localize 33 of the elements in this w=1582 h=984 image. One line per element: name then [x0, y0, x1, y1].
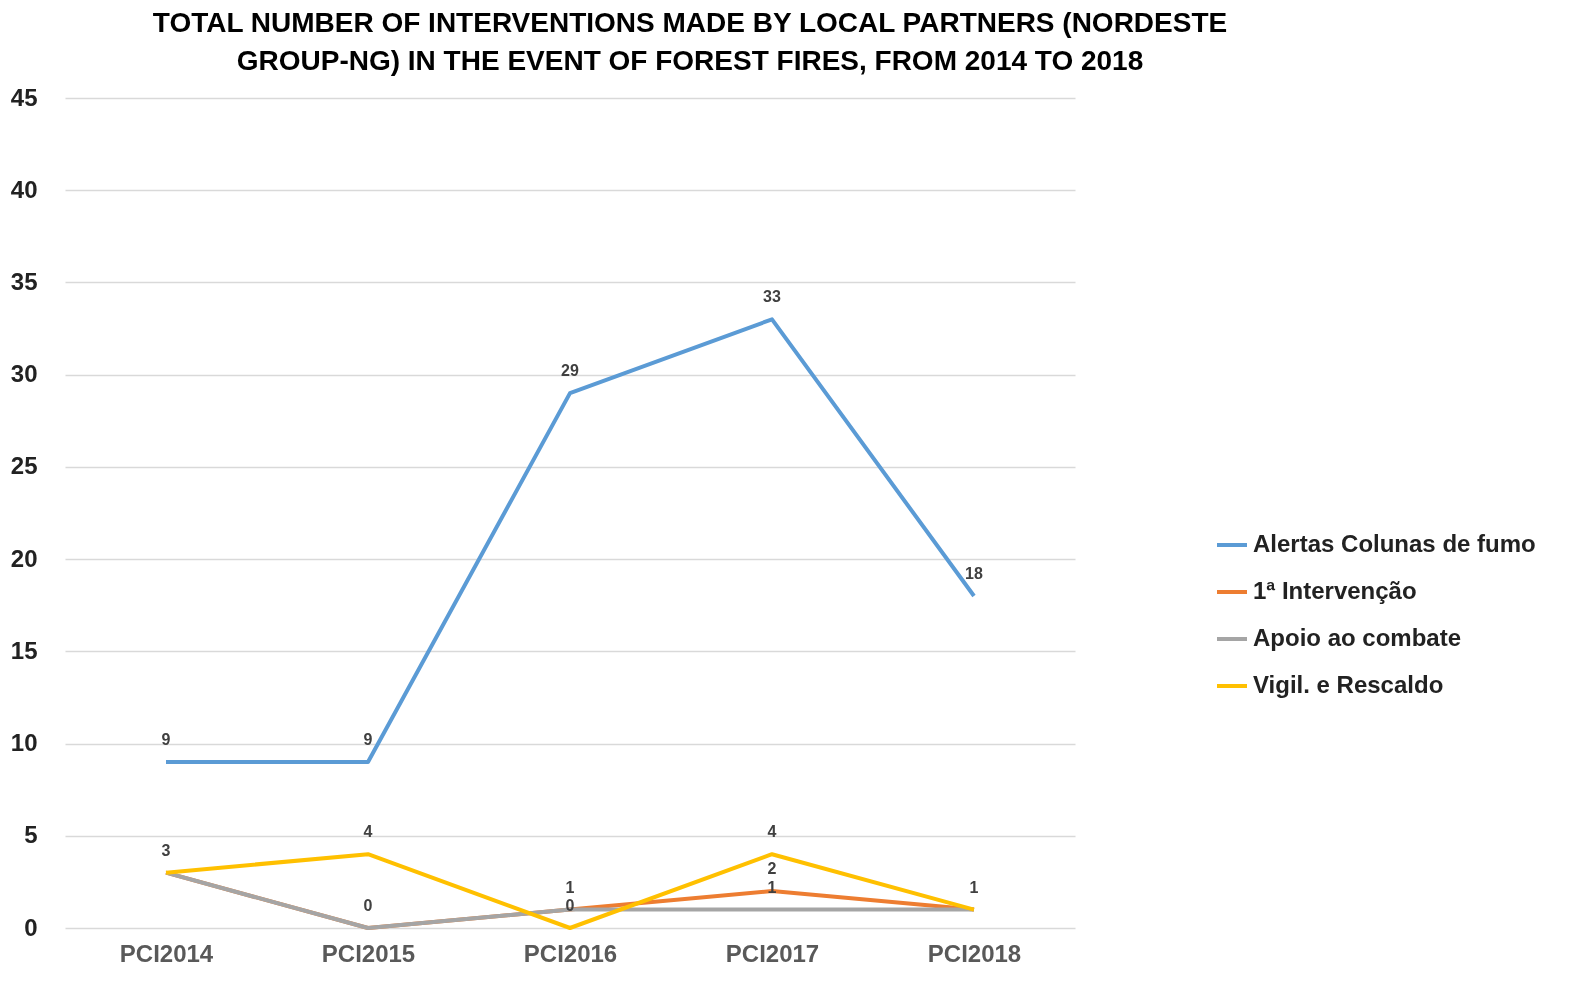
data-label: 9 — [363, 731, 373, 748]
data-label: 2 — [767, 860, 777, 878]
y-tick-label: 10 — [10, 729, 38, 757]
y-tick-label: 15 — [10, 636, 38, 664]
legend-label: Apoio ao combate — [1253, 624, 1462, 651]
y-tick-label: 35 — [10, 267, 38, 295]
chart-title: TOTAL NUMBER OF INTERVENTIONS MADE BY LOCAL PARTNERS (NORDESTE GROUP-NG) IN THE EVENT OF FOREST FIRES, FROM 2014 TO 2018 — [152, 7, 1228, 76]
y-tick-label: 20 — [10, 544, 38, 572]
data-label: 9 — [161, 731, 171, 748]
y-tick-label: 25 — [10, 452, 38, 480]
data-label: 4 — [767, 823, 777, 841]
data-label: 1 — [565, 878, 575, 896]
y-tick-label: 45 — [10, 83, 38, 111]
data-label: 18 — [965, 565, 983, 582]
legend-label: Alertas Colunas de fumo — [1253, 530, 1536, 557]
data-label: 0 — [363, 897, 373, 914]
x-tick-label: PCI2017 — [725, 939, 820, 967]
y-tick-label: 5 — [24, 821, 38, 849]
data-label: 4 — [363, 823, 373, 841]
legend-label: 1ª Intervenção — [1253, 577, 1417, 604]
data-label: 0 — [565, 897, 575, 914]
x-tick-label: PCI2018 — [927, 939, 1022, 967]
legend-label: Vigil. e Rescaldo — [1253, 671, 1444, 698]
data-label: 29 — [561, 362, 579, 380]
data-label: 33 — [763, 288, 781, 306]
y-tick-label: 30 — [10, 360, 38, 388]
x-tick-label: PCI2016 — [523, 939, 618, 967]
y-tick-label: 40 — [10, 175, 38, 203]
data-label: 3 — [161, 841, 171, 859]
x-tick-label: PCI2015 — [321, 939, 416, 967]
data-label: 1 — [969, 878, 979, 896]
x-tick-label: PCI2014 — [119, 939, 214, 967]
y-tick-label: 0 — [24, 913, 38, 941]
